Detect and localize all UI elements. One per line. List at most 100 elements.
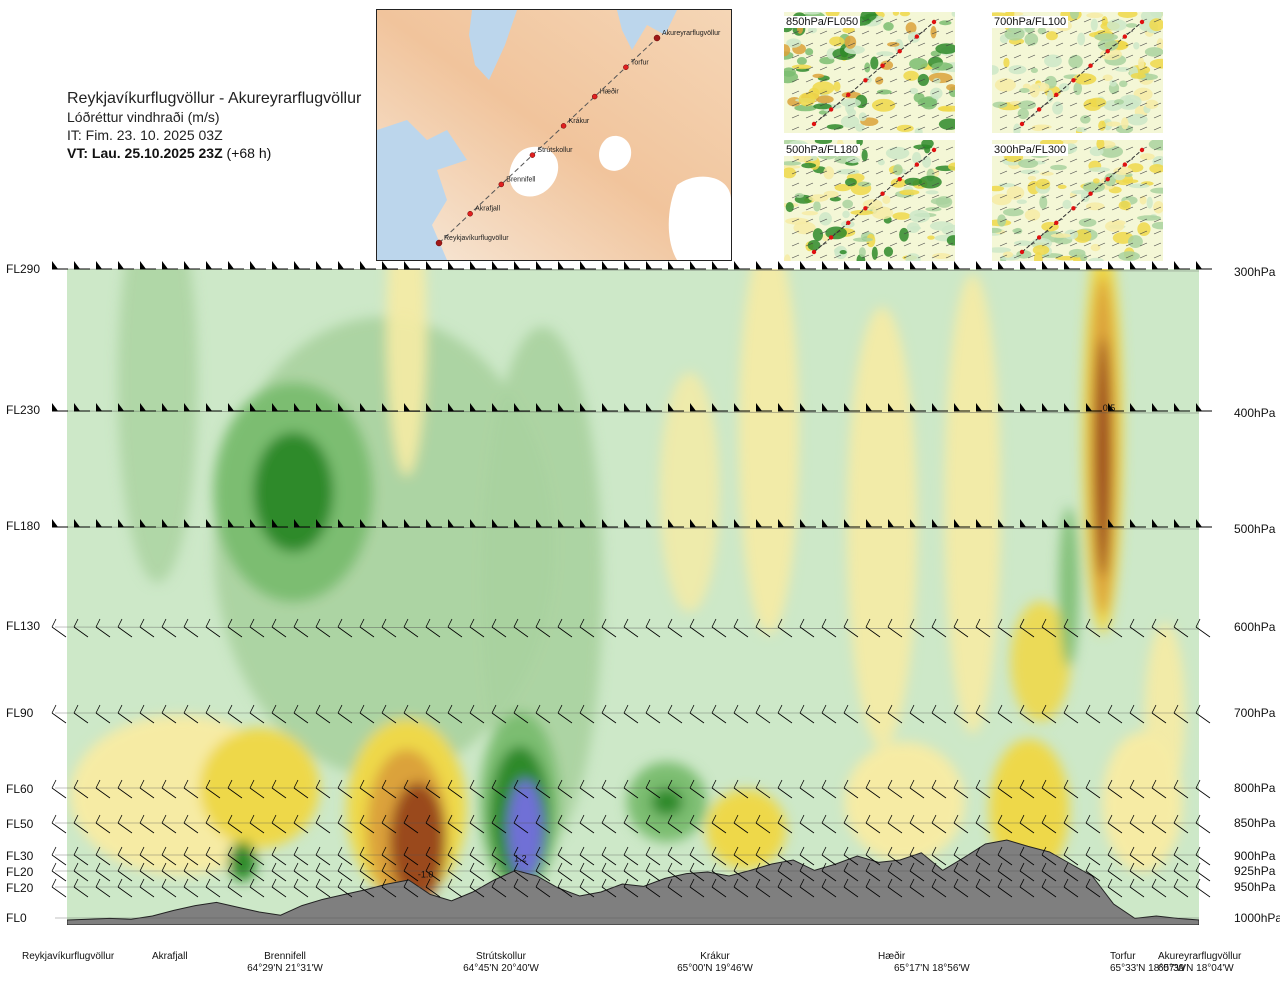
wind-barb <box>1019 846 1035 866</box>
wind-barb <box>51 779 67 799</box>
wind-barb <box>403 814 419 834</box>
panel-850hpa[interactable]: 850hPa/FL050 <box>784 12 955 133</box>
panel-500hpa[interactable]: 500hPa/FL180 <box>784 140 955 261</box>
panel-wind-barb <box>945 218 954 223</box>
panel-wind-barb <box>819 194 828 199</box>
wind-barb <box>360 261 376 270</box>
panel-field-cell <box>845 178 857 187</box>
panel-700hpa-map <box>992 12 1163 133</box>
wind-barb <box>953 878 969 898</box>
panel-wind-barb <box>875 126 884 131</box>
panel-700hpa[interactable]: 700hPa/FL100 <box>992 12 1163 133</box>
station-coord: 64°29'N 21°31'W <box>247 963 323 974</box>
wind-barb <box>117 846 133 866</box>
panel-wind-barb <box>805 90 814 95</box>
wind-barb <box>711 862 727 882</box>
panel-wind-barb <box>931 218 940 223</box>
panel-wind-barb <box>1153 182 1162 187</box>
map-route-point-label: Hæðir <box>600 88 620 96</box>
panel-wind-barb <box>1027 206 1036 211</box>
panel-wind-barb <box>889 30 898 35</box>
wind-barb <box>997 846 1013 866</box>
panel-wind-barb <box>833 114 842 119</box>
wind-barb <box>359 846 375 866</box>
wind-barb <box>822 261 838 270</box>
panel-wind-barb <box>1139 194 1148 199</box>
wind-barb <box>998 403 1014 412</box>
panel-wind-barb <box>1153 158 1162 163</box>
panel-field-cell <box>1057 184 1067 189</box>
wind-barb <box>953 862 969 882</box>
wind-barb <box>139 878 155 898</box>
wind-barb <box>799 846 815 866</box>
wind-barb <box>139 814 155 834</box>
wind-barb <box>778 261 794 270</box>
wind-barb <box>799 618 815 638</box>
wind-barb <box>689 814 705 834</box>
wind-barb <box>711 878 727 898</box>
panel-field-cell <box>1090 243 1101 252</box>
panel-wind-barb <box>999 230 1008 235</box>
panel-field-cell <box>1020 169 1040 175</box>
wind-barb <box>1152 261 1168 270</box>
wind-barb <box>272 261 288 270</box>
panel-wind-barb <box>903 54 912 59</box>
panel-wind-barb <box>1125 242 1134 247</box>
panel-wind-barb <box>875 146 884 151</box>
panel-field-cell <box>1017 108 1029 120</box>
valid-time: VT: Lau. 25.10.2025 23Z (+68 h) <box>67 144 361 162</box>
wind-barb <box>711 618 727 638</box>
panel-route-point <box>1019 249 1025 255</box>
wind-barb <box>712 261 728 270</box>
station-reykjavik: Reykjavíkurflugvöllur <box>22 951 114 963</box>
panel-field-cell <box>1149 18 1163 32</box>
panel-field-cell <box>911 151 922 164</box>
wind-barb <box>843 846 859 866</box>
panel-field-cell <box>892 212 911 220</box>
panel-wind-barb <box>833 90 842 95</box>
panel-wind-barb <box>1111 114 1120 119</box>
wind-barb <box>117 704 133 724</box>
wind-barb <box>425 846 441 866</box>
wind-barb <box>667 846 683 866</box>
panel-field-cell <box>801 211 819 216</box>
wind-barb <box>1041 814 1057 834</box>
wind-barb <box>975 779 991 799</box>
panel-wind-barb <box>805 66 814 71</box>
panel-wind-barb <box>1111 158 1120 163</box>
wind-barbs <box>51 261 1212 898</box>
wind-barb <box>294 519 310 528</box>
wind-barb <box>1129 846 1145 866</box>
panel-300hpa[interactable]: 300hPa/FL300 <box>992 140 1163 261</box>
wind-barb <box>1195 618 1211 638</box>
panel-field-cell <box>998 183 1015 188</box>
wind-barb <box>888 519 904 528</box>
panel-wind-barb <box>1027 230 1036 235</box>
panel-wind-barb <box>1097 206 1106 211</box>
wind-barb <box>844 403 860 412</box>
panel-field-cell <box>905 253 921 261</box>
fl-label-fl180: FL180 <box>6 519 41 533</box>
panel-wind-barb <box>1069 18 1078 23</box>
wind-barb <box>447 878 463 898</box>
panel-wind-barb <box>999 242 1008 247</box>
wind-barb <box>227 846 243 866</box>
panel-field-cell <box>1077 32 1086 46</box>
wind-barb <box>73 618 89 638</box>
wind-barb <box>1041 704 1057 724</box>
wind-barb <box>910 403 926 412</box>
field-cell <box>706 789 787 870</box>
panel-field-cell <box>1101 16 1108 26</box>
panel-field-cell <box>1096 140 1105 150</box>
panel-wind-barb <box>875 206 884 211</box>
panel-wind-barb <box>805 158 814 163</box>
wind-barb <box>579 878 595 898</box>
panel-field-cell <box>909 87 918 95</box>
panel-field-cell <box>794 104 817 112</box>
panel-wind-barb <box>999 158 1008 163</box>
wind-barb <box>1020 261 1036 270</box>
panel-field-cell <box>918 175 942 189</box>
panel-field-cell <box>834 183 851 192</box>
wind-barb <box>1064 519 1080 528</box>
wind-barb <box>667 704 683 724</box>
